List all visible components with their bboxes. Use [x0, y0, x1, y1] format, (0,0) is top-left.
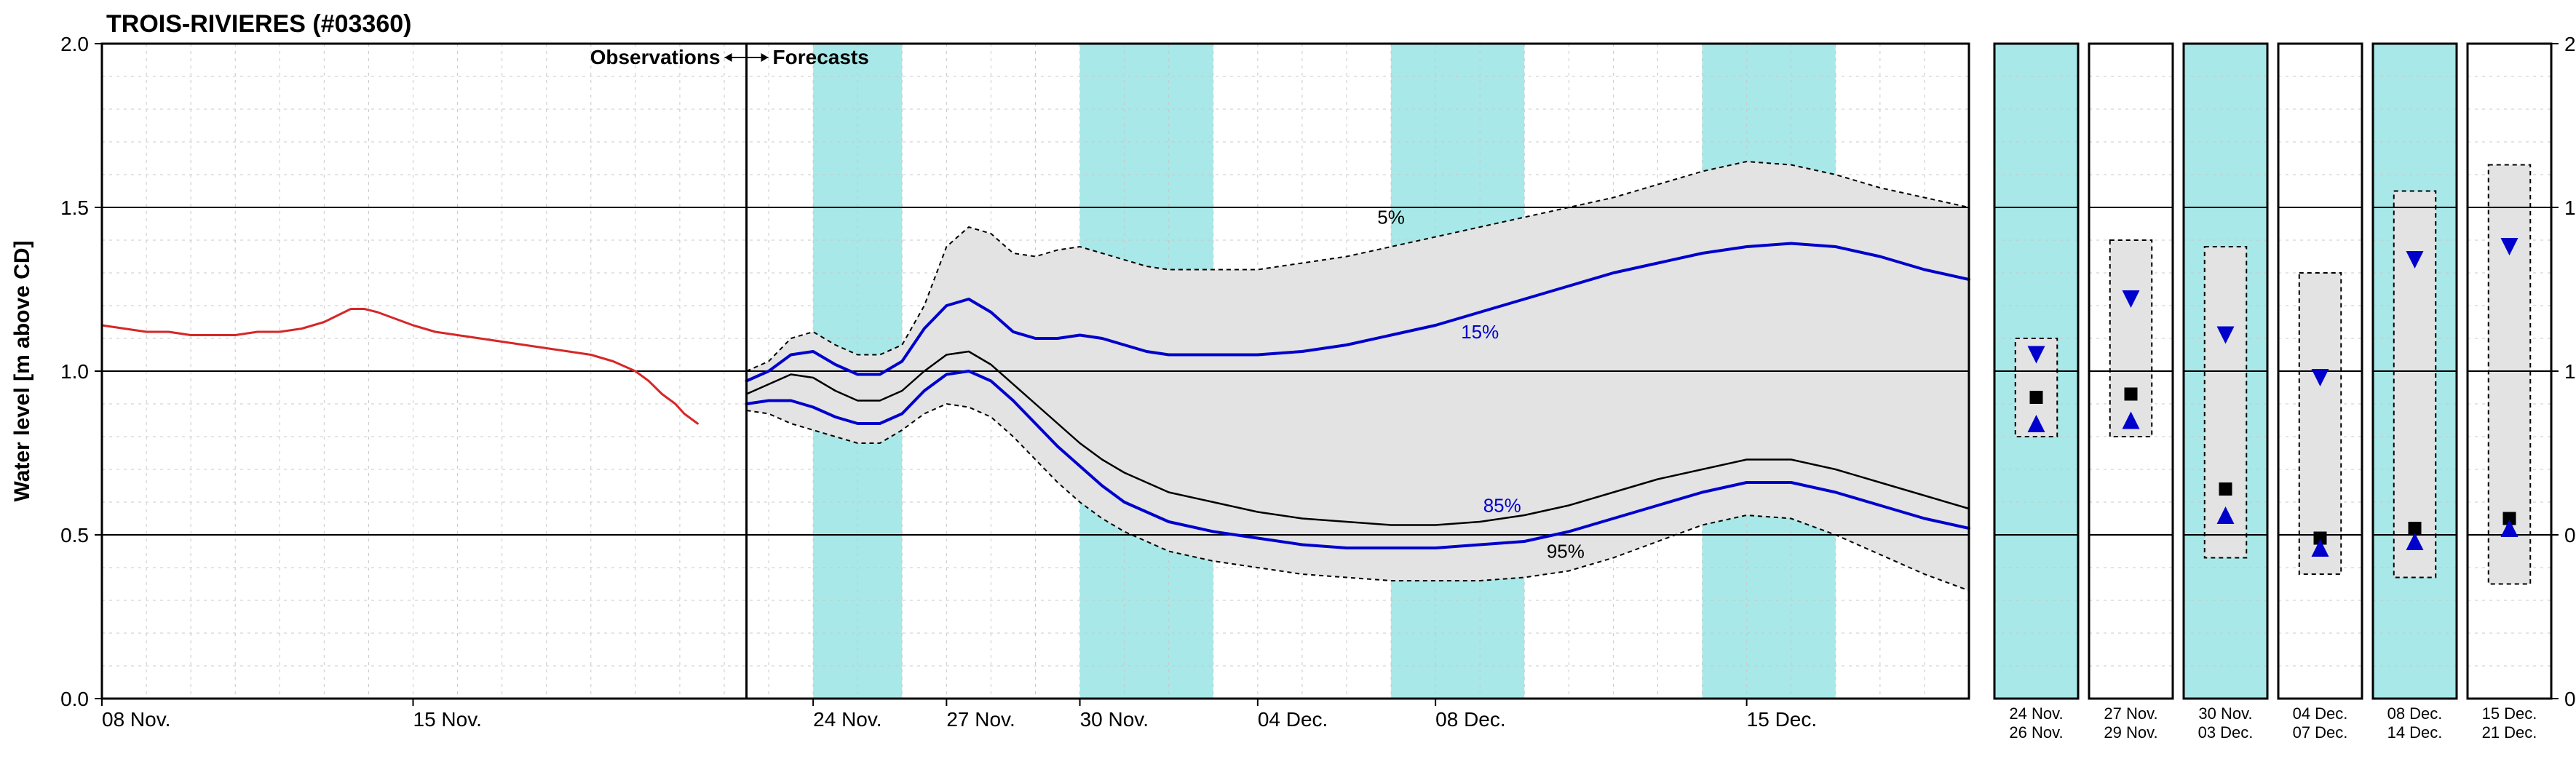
x-tick-label: 08 Nov. [102, 708, 170, 731]
panel-bot-label: 21 Dec. [2482, 723, 2537, 742]
panel-envelope [2299, 273, 2342, 574]
label-5pct: 5% [1377, 207, 1405, 228]
chart-svg: Water level [m above CD] 5% 95% 15% 85% Obser… [0, 0, 2576, 767]
p50-marker [2125, 388, 2138, 401]
water-level-forecast-chart: { "title": "TROIS-RIVIERES (#03360)", "y… [0, 0, 2576, 767]
x-tick-label: 30 Nov. [1080, 708, 1149, 731]
y-tick-label: 2.0 [60, 33, 89, 55]
summary-panel: 24 Nov.26 Nov. [1994, 44, 2078, 742]
forecasts-label: Forecasts [773, 46, 869, 68]
label-15pct: 15% [1461, 321, 1499, 343]
p50-marker [2219, 482, 2232, 496]
summary-panel: 04 Dec.07 Dec. [2278, 44, 2362, 742]
main-plot: 5% 95% 15% 85% Observations Forecasts 0.0 0.5 1.… [60, 33, 1969, 731]
y-tick-label-right: 0.0 [2564, 688, 2576, 710]
panel-top-label: 15 Dec. [2482, 704, 2537, 723]
x-tick-label: 08 Dec. [1435, 708, 1506, 731]
y-tick-label-right: 1.0 [2564, 360, 2576, 383]
x-tick-label: 15 Dec. [1747, 708, 1818, 731]
observations-label: Observations [590, 46, 721, 68]
panel-envelope [2394, 191, 2436, 578]
x-tick-label: 04 Dec. [1258, 708, 1328, 731]
panel-bot-label: 07 Dec. [2293, 723, 2348, 742]
label-85pct: 85% [1483, 495, 1521, 517]
x-tick-label: 24 Nov. [813, 708, 881, 731]
label-95pct: 95% [1547, 541, 1585, 563]
panel-bot-label: 26 Nov. [2009, 723, 2063, 742]
panel-top-label: 04 Dec. [2293, 704, 2348, 723]
summary-panel: 15 Dec.21 Dec. [2468, 44, 2551, 742]
panel-top-label: 24 Nov. [2009, 704, 2063, 723]
y-tick-label: 0.5 [60, 524, 89, 547]
y-tick-label: 1.5 [60, 196, 89, 219]
panel-top-label: 08 Dec. [2387, 704, 2443, 723]
panel-top-label: 27 Nov. [2104, 704, 2157, 723]
y-axis-label: Water level [m above CD] [10, 241, 34, 502]
panel-bot-label: 29 Nov. [2104, 723, 2157, 742]
panel-envelope [2110, 240, 2152, 437]
chart-title: TROIS-RIVIERES (#03360) [106, 10, 411, 38]
y-tick-label: 1.0 [60, 360, 89, 383]
x-tick-label: 15 Nov. [413, 708, 482, 731]
y-tick-label-right: 2.0 [2564, 33, 2576, 55]
summary-panel: 27 Nov.29 Nov. [2089, 44, 2173, 742]
summary-panel: 30 Nov.03 Dec. [2184, 44, 2267, 742]
panel-bot-label: 14 Dec. [2387, 723, 2443, 742]
panel-top-label: 30 Nov. [2198, 704, 2252, 723]
y-tick-label-right: 0.5 [2564, 524, 2576, 547]
x-tick-label: 27 Nov. [946, 708, 1015, 731]
p50-marker [2030, 391, 2043, 404]
summary-panel: 08 Dec.14 Dec. [2373, 44, 2457, 742]
panel-bot-label: 03 Dec. [2198, 723, 2254, 742]
y-tick-label-right: 1.5 [2564, 196, 2576, 219]
y-tick-label: 0.0 [60, 688, 89, 710]
